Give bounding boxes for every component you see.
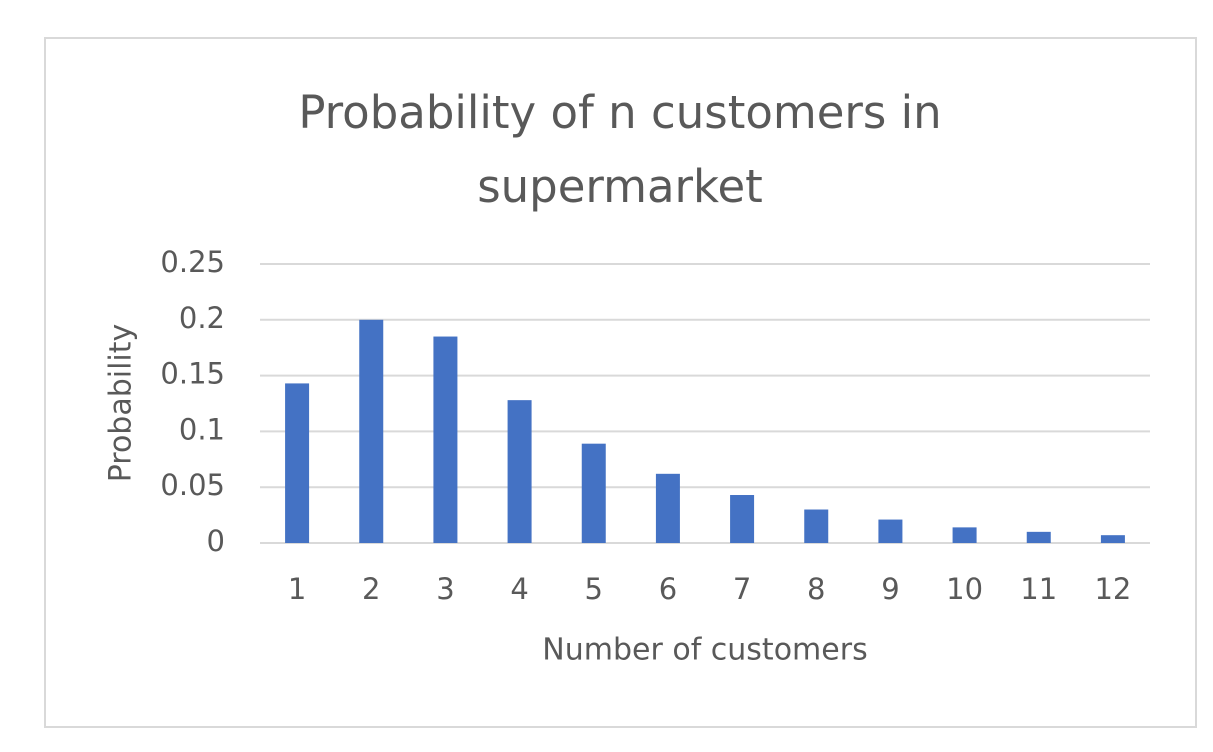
y-axis-label: Probability — [104, 324, 139, 483]
bar — [1100, 535, 1125, 543]
x-tick-label: 11 — [1020, 572, 1057, 606]
x-tick-label: 5 — [585, 572, 603, 606]
x-tick-label: 7 — [733, 572, 751, 606]
bar — [655, 473, 680, 543]
y-tick-label: 0.2 — [179, 301, 225, 335]
bar — [952, 527, 977, 543]
x-tick-label: 2 — [362, 572, 380, 606]
bar — [507, 400, 532, 543]
x-axis-label: Number of customers — [542, 633, 867, 668]
x-tick-label: 10 — [946, 572, 983, 606]
x-tick-label: 9 — [881, 572, 899, 606]
bar — [581, 443, 606, 543]
bar — [359, 319, 384, 543]
bar — [730, 495, 755, 543]
chart-title: Probability of n customers in supermarke… — [298, 86, 942, 213]
x-tick-label: 8 — [807, 572, 825, 606]
bar — [285, 383, 310, 543]
bar — [1026, 531, 1051, 543]
y-tick-label: 0.15 — [160, 357, 225, 391]
x-tick-label: 6 — [659, 572, 677, 606]
bar — [878, 519, 903, 543]
x-tick-label: 12 — [1094, 572, 1131, 606]
y-tick-label: 0.1 — [179, 412, 225, 446]
bar — [433, 336, 458, 543]
y-tick-label: 0.25 — [160, 245, 225, 279]
y-tick-label: 0 — [207, 524, 225, 558]
chart-frame — [44, 37, 1197, 728]
x-tick-label: 1 — [288, 572, 306, 606]
x-tick-label: 3 — [436, 572, 454, 606]
bar — [804, 509, 829, 543]
y-tick-label: 0.05 — [160, 468, 225, 502]
x-tick-label: 4 — [510, 572, 528, 606]
